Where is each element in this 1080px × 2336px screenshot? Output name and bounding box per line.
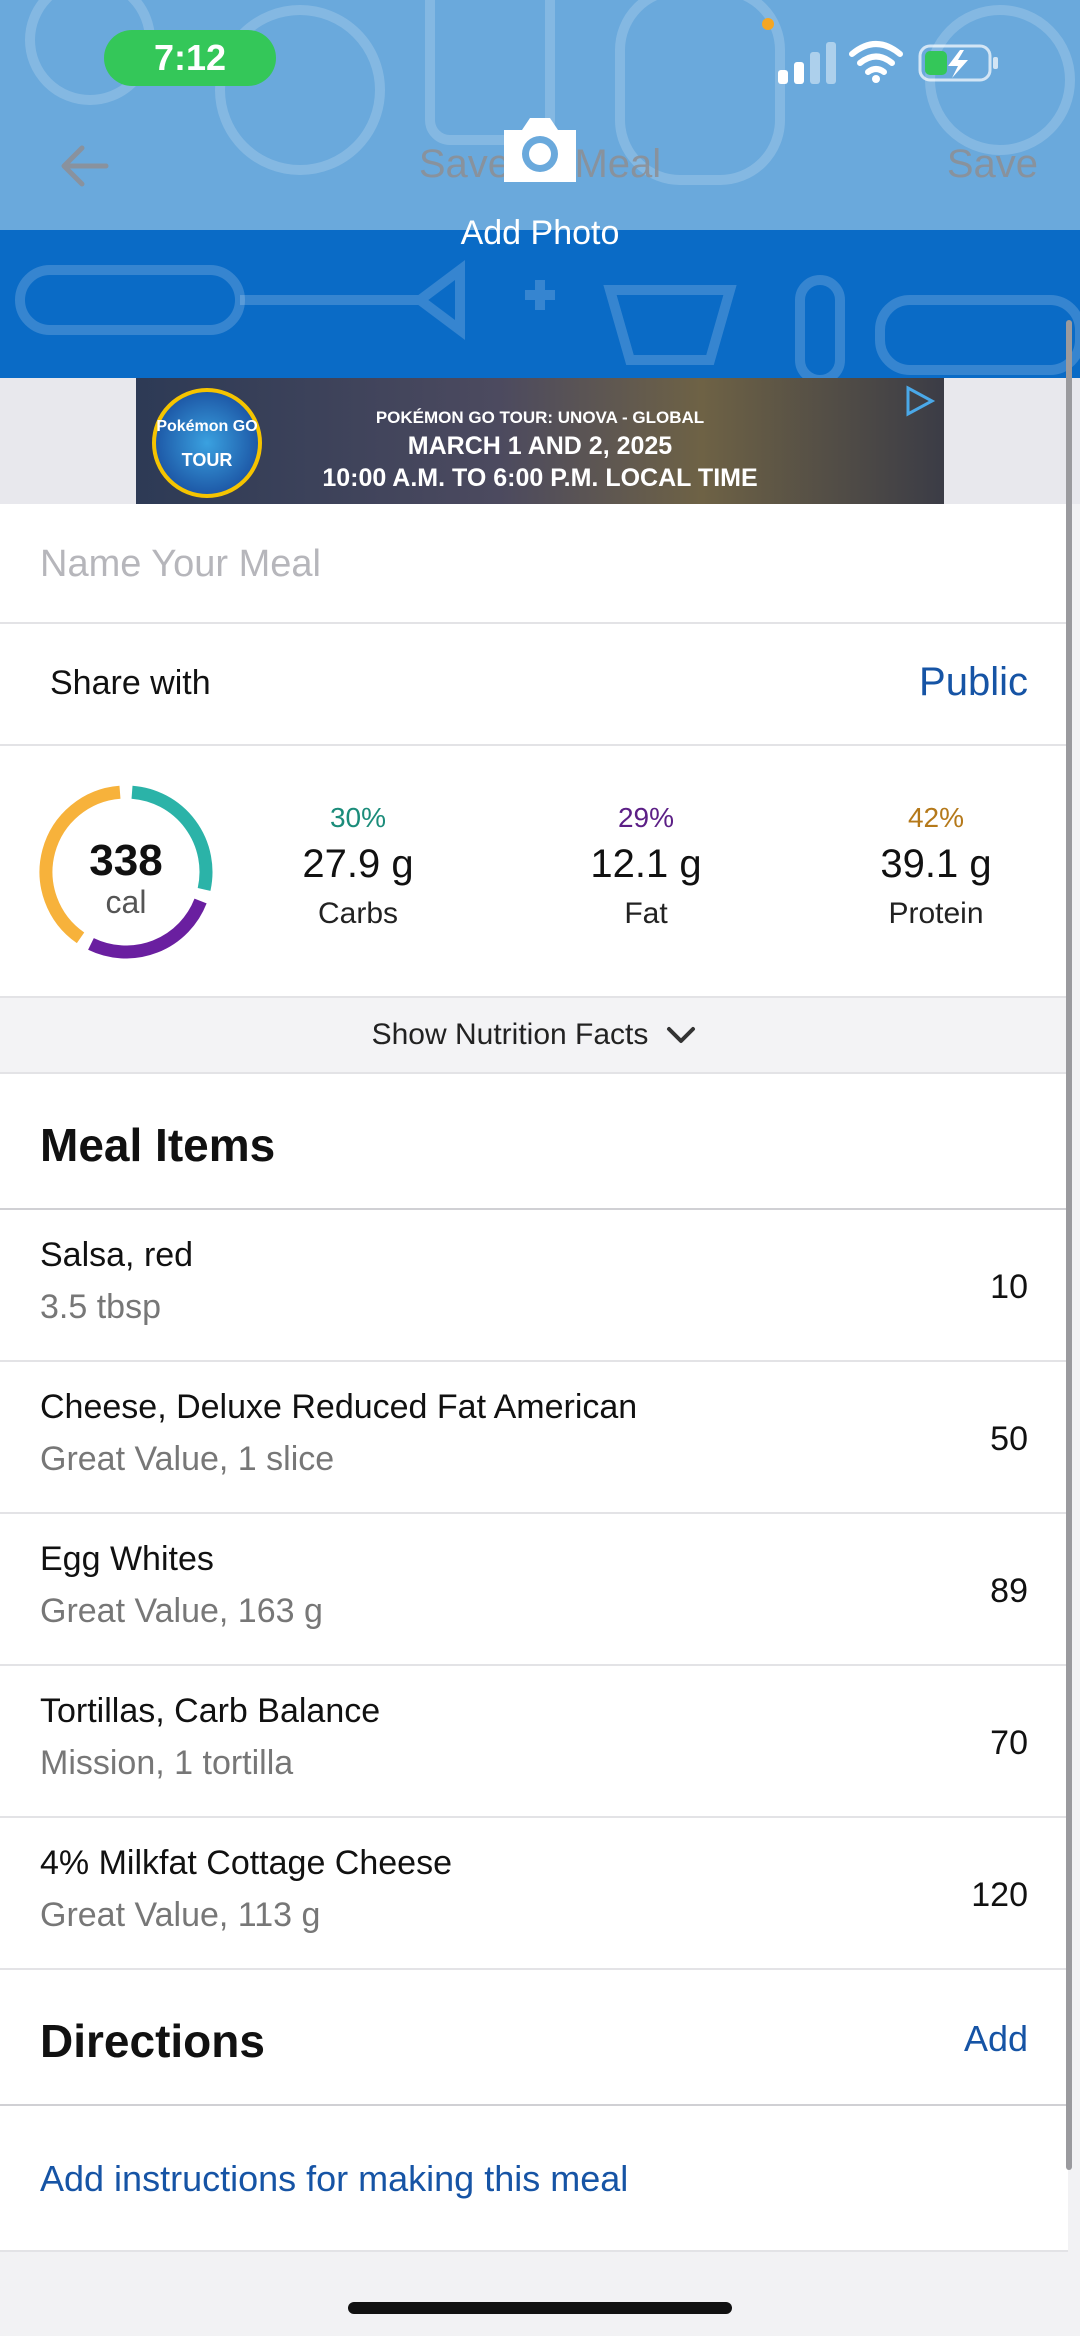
meal-item-row[interactable]: Tortillas, Carb Balance Mission, 1 tortil… bbox=[0, 1666, 1068, 1818]
meal-item-row[interactable]: Cheese, Deluxe Reduced Fat American Great… bbox=[0, 1362, 1068, 1514]
cellular-signal-icon bbox=[778, 42, 836, 84]
fat-percent: 29% bbox=[617, 802, 675, 833]
meal-item-name: 4% Milkfat Cottage Cheese bbox=[40, 1844, 452, 1882]
directions-title: Directions bbox=[40, 2015, 265, 2067]
save-button[interactable]: Save bbox=[946, 142, 1038, 186]
ad-choices-icon[interactable] bbox=[902, 384, 936, 418]
meal-items-list: Salsa, red 3.5 tbsp 10 Cheese, Deluxe Reduc… bbox=[0, 1210, 1068, 1970]
ad-logo: Pokémon GO TOUR bbox=[152, 388, 262, 498]
protein-percent: 42% bbox=[907, 802, 965, 833]
add-photo-label[interactable]: Add Photo bbox=[460, 214, 620, 252]
carbs-percent: 30% bbox=[329, 802, 387, 833]
chevron-down-icon bbox=[667, 1027, 696, 1043]
meal-item-calories: 70 bbox=[990, 1724, 1028, 1762]
ad-logo-subtext: TOUR bbox=[181, 450, 233, 470]
meal-item-calories: 120 bbox=[971, 1876, 1028, 1914]
macro-fat: 29% 12.1 g Fat bbox=[546, 802, 746, 931]
macro-carbs: 30% 27.9 g Carbs bbox=[258, 802, 458, 931]
meal-item-detail: Great Value, 1 slice bbox=[40, 1440, 335, 1478]
meal-item-name: Egg Whites bbox=[40, 1540, 214, 1578]
calorie-ring-chart bbox=[39, 785, 213, 959]
ad-time: 10:00 A.M. TO 6:00 P.M. LOCAL TIME bbox=[322, 464, 758, 492]
ad-date: MARCH 1 AND 2, 2025 bbox=[407, 432, 673, 460]
scrollbar[interactable] bbox=[1066, 320, 1072, 2170]
protein-grams: 39.1 g bbox=[880, 842, 992, 886]
back-arrow-icon[interactable] bbox=[56, 138, 112, 194]
add-instructions-link[interactable]: Add instructions for making this meal bbox=[40, 2158, 629, 2199]
carbs-grams: 27.9 g bbox=[302, 842, 414, 886]
macro-protein: 42% 39.1 g Protein bbox=[836, 802, 1036, 931]
header: 7:12 Save as Meal Save Add Photo bbox=[0, 0, 1080, 378]
show-nutrition-facts-toggle[interactable]: Show Nutrition Facts bbox=[0, 998, 1068, 1074]
share-label: Share with bbox=[50, 664, 211, 702]
meal-item-row[interactable]: Salsa, red 3.5 tbsp 10 bbox=[0, 1210, 1068, 1362]
carbs-label: Carbs bbox=[317, 897, 399, 930]
meal-item-calories: 89 bbox=[990, 1572, 1028, 1610]
meal-item-row[interactable]: Egg Whites Great Value, 163 g 89 bbox=[0, 1514, 1068, 1666]
meal-item-detail: Great Value, 163 g bbox=[40, 1592, 323, 1630]
meal-item-detail: Mission, 1 tortilla bbox=[40, 1744, 294, 1782]
meal-item-calories: 10 bbox=[990, 1268, 1028, 1306]
meal-items-header: Meal Items bbox=[0, 1074, 1068, 1210]
meal-name-row bbox=[0, 504, 1068, 624]
meal-item-name: Cheese, Deluxe Reduced Fat American bbox=[40, 1388, 638, 1426]
ring-segment-carbs bbox=[131, 785, 213, 891]
fat-label: Fat bbox=[624, 897, 668, 930]
nutrition-toggle-label: Show Nutrition Facts bbox=[371, 1018, 649, 1051]
meal-item-detail: Great Value, 113 g bbox=[40, 1896, 321, 1934]
meal-item-row[interactable]: 4% Milkfat Cottage Cheese Great Value, 11… bbox=[0, 1818, 1068, 1970]
ring-segment-fat bbox=[88, 898, 207, 959]
meal-item-name: Salsa, red bbox=[40, 1236, 194, 1274]
calories-unit: cal bbox=[105, 884, 147, 920]
macro-summary: 338 cal 30% 27.9 g Carbs 29% 12.1 g Fat … bbox=[0, 746, 1068, 998]
meal-form: Share with Public 338 cal 30% 27.9 g Car… bbox=[0, 504, 1068, 2252]
add-directions-button[interactable]: Add bbox=[963, 2018, 1028, 2059]
meal-item-detail: 3.5 tbsp bbox=[40, 1288, 161, 1326]
ad-banner-area: Pokémon GO TOUR POKÉMON GO TOUR: UNOVA -… bbox=[0, 378, 1080, 504]
home-indicator[interactable] bbox=[348, 2302, 732, 2314]
share-row[interactable]: Share with Public bbox=[0, 624, 1068, 746]
camera-icon[interactable] bbox=[498, 110, 582, 186]
protein-label: Protein bbox=[888, 897, 984, 930]
ad-banner[interactable]: Pokémon GO TOUR POKÉMON GO TOUR: UNOVA -… bbox=[136, 378, 944, 504]
meal-item-calories: 50 bbox=[990, 1420, 1028, 1458]
meal-item-name: Tortillas, Carb Balance bbox=[40, 1692, 381, 1730]
ring-segment-protein bbox=[39, 785, 121, 944]
directions-row: Add instructions for making this meal bbox=[0, 2106, 1068, 2252]
ad-logo-text: Pokémon GO bbox=[156, 418, 258, 435]
wifi-icon bbox=[849, 41, 903, 83]
directions-header: Directions Add bbox=[0, 1970, 1068, 2106]
privacy-indicator-dot bbox=[762, 18, 774, 30]
battery-charging-icon bbox=[918, 44, 998, 82]
ad-headline: POKÉMON GO TOUR: UNOVA - GLOBAL bbox=[375, 408, 705, 427]
status-time: 7:12 bbox=[104, 30, 276, 86]
meal-items-title: Meal Items bbox=[40, 1119, 276, 1171]
fat-grams: 12.1 g bbox=[590, 842, 702, 886]
share-visibility-value[interactable]: Public bbox=[919, 660, 1028, 704]
calories-value: 338 bbox=[89, 836, 163, 885]
meal-name-input[interactable] bbox=[40, 534, 1020, 594]
